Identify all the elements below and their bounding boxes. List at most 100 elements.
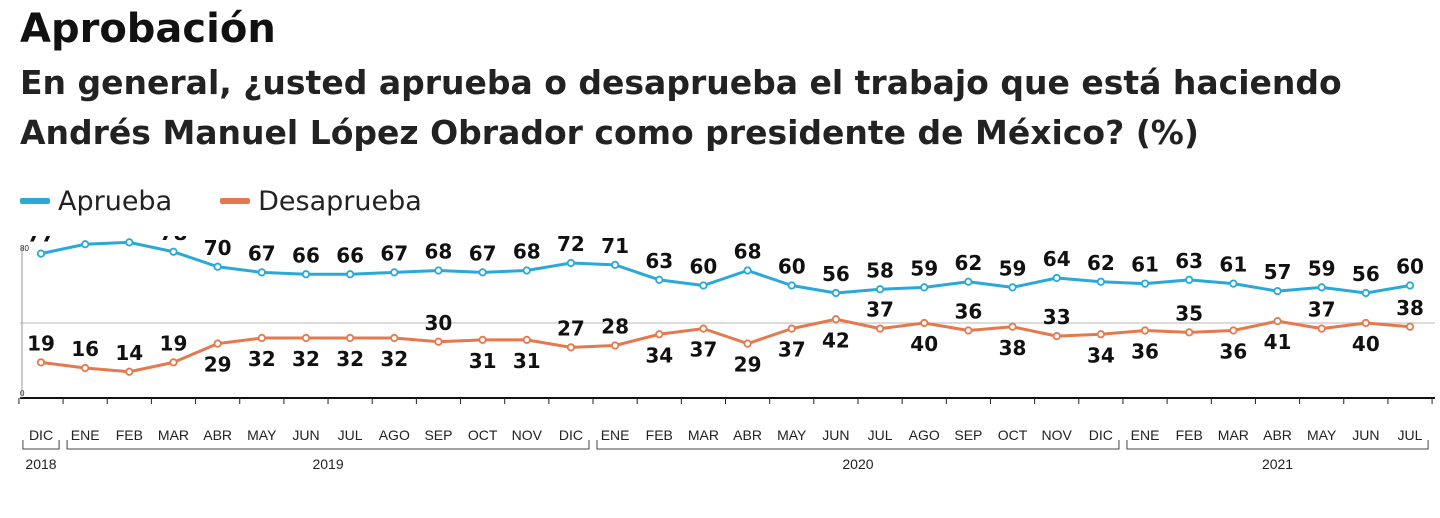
point-aprueba: [1052, 273, 1061, 283]
series-line-desaprueba: [40, 317, 1411, 374]
point-aprueba: [478, 268, 487, 277]
point-desaprueba: [1052, 332, 1061, 341]
data-label-aprueba: 64: [1043, 247, 1071, 271]
data-label-desaprueba: 16: [71, 337, 99, 361]
data-label-desaprueba: 37: [866, 298, 894, 322]
point-desaprueba: [566, 343, 576, 352]
data-label-desaprueba: 32: [248, 347, 276, 371]
year-label-2020: 2020: [842, 456, 873, 472]
point-aprueba: [346, 270, 355, 279]
legend: Aprueba Desaprueba: [20, 184, 470, 218]
year-bracket-2021: [1126, 440, 1429, 450]
x-tick-label: MAR: [688, 427, 719, 443]
point-aprueba: [1361, 288, 1370, 298]
data-label-desaprueba: 36: [954, 300, 982, 324]
data-label-desaprueba: 31: [469, 349, 497, 373]
data-label-desaprueba: 34: [645, 343, 673, 367]
data-label-desaprueba: 29: [204, 353, 232, 377]
point-aprueba: [787, 281, 796, 290]
year-bracket-2019: [66, 440, 590, 450]
point-desaprueba: [434, 337, 443, 346]
point-aprueba: [1317, 283, 1326, 292]
y-axis-label-top: 80: [20, 244, 29, 253]
point-aprueba: [1405, 281, 1415, 290]
point-desaprueba: [1229, 326, 1238, 335]
data-label-aprueba: 59: [999, 256, 1027, 280]
point-aprueba: [743, 266, 752, 275]
data-label-desaprueba: 41: [1264, 330, 1292, 354]
point-aprueba: [655, 275, 664, 284]
data-label-aprueba: 82: [71, 236, 99, 237]
x-tick-label: DIC: [1089, 427, 1113, 443]
data-label-desaprueba: 19: [27, 331, 55, 355]
data-label-desaprueba: 40: [910, 332, 938, 356]
data-label-desaprueba: 37: [1308, 298, 1336, 322]
data-label-desaprueba: 42: [822, 328, 850, 352]
point-aprueba: [522, 266, 531, 275]
data-label-desaprueba: 38: [999, 336, 1027, 360]
x-tick-label: ENE: [601, 427, 630, 443]
chart-subtitle: En general, ¿usted aprueba o desaprueba …: [20, 63, 1342, 152]
point-desaprueba: [875, 324, 885, 333]
data-label-aprueba: 63: [645, 249, 673, 273]
point-aprueba: [920, 283, 929, 292]
legend-label-aprueba: Aprueba: [58, 185, 173, 217]
point-aprueba: [1229, 279, 1238, 288]
point-aprueba: [390, 268, 399, 277]
data-label-desaprueba: 19: [160, 331, 188, 355]
data-label-aprueba: 62: [1087, 251, 1115, 275]
point-desaprueba: [655, 330, 664, 339]
data-label-aprueba: 58: [866, 258, 894, 282]
point-aprueba: [610, 260, 620, 269]
point-aprueba: [1096, 277, 1105, 286]
point-aprueba: [257, 268, 266, 277]
x-tick-label: ENE: [1131, 427, 1160, 443]
data-label-aprueba: 60: [778, 255, 806, 279]
point-desaprueba: [610, 341, 620, 350]
x-tick-label: JUL: [868, 427, 893, 443]
data-label-aprueba: 67: [380, 241, 408, 265]
point-aprueba: [566, 258, 576, 268]
data-label-desaprueba: 30: [425, 311, 453, 335]
line-chart: 8007782837870676666676867687271636068605…: [18, 236, 1435, 472]
point-desaprueba: [478, 335, 487, 344]
point-desaprueba: [1361, 318, 1370, 328]
x-tick-label: MAY: [1307, 427, 1337, 443]
data-label-aprueba: 66: [292, 243, 320, 267]
x-tick-label: NOV: [512, 427, 543, 443]
data-label-aprueba: 61: [1219, 253, 1247, 277]
point-aprueba: [964, 277, 973, 286]
series-line-aprueba: [40, 240, 1411, 295]
data-label-desaprueba: 28: [601, 315, 629, 339]
data-label-desaprueba: 14: [115, 341, 143, 365]
x-tick-label: OCT: [468, 427, 498, 443]
year-label-2021: 2021: [1262, 456, 1293, 472]
data-label-aprueba: 61: [1131, 253, 1159, 277]
x-tick-label: JUL: [1398, 427, 1423, 443]
year-bracket-2018: [22, 440, 60, 450]
legend-swatch-aprueba: [20, 198, 50, 204]
data-label-aprueba: 68: [734, 240, 762, 264]
point-desaprueba: [787, 324, 796, 333]
data-label-desaprueba: 32: [292, 347, 320, 371]
point-aprueba: [1140, 279, 1150, 288]
point-desaprueba: [257, 333, 266, 343]
point-aprueba: [36, 249, 46, 258]
x-tick-label: MAR: [158, 427, 189, 443]
point-desaprueba: [169, 358, 178, 367]
x-tick-label: MAY: [777, 427, 807, 443]
x-tick-label: NOV: [1042, 427, 1073, 443]
data-label-desaprueba: 34: [1087, 343, 1115, 367]
x-tick-label: MAR: [1218, 427, 1249, 443]
x-tick-label: AGO: [909, 427, 940, 443]
data-label-aprueba: 68: [513, 240, 541, 264]
x-tick-label: ABR: [733, 427, 762, 443]
chart-title: Aprobación: [20, 6, 276, 52]
data-label-aprueba: 59: [910, 256, 938, 280]
data-label-aprueba: 59: [1308, 256, 1336, 280]
point-aprueba: [1273, 287, 1282, 296]
x-tick-label: DIC: [559, 427, 583, 443]
point-desaprueba: [920, 318, 929, 328]
data-label-desaprueba: 29: [734, 353, 762, 377]
legend-item-aprueba: Aprueba: [20, 186, 172, 217]
